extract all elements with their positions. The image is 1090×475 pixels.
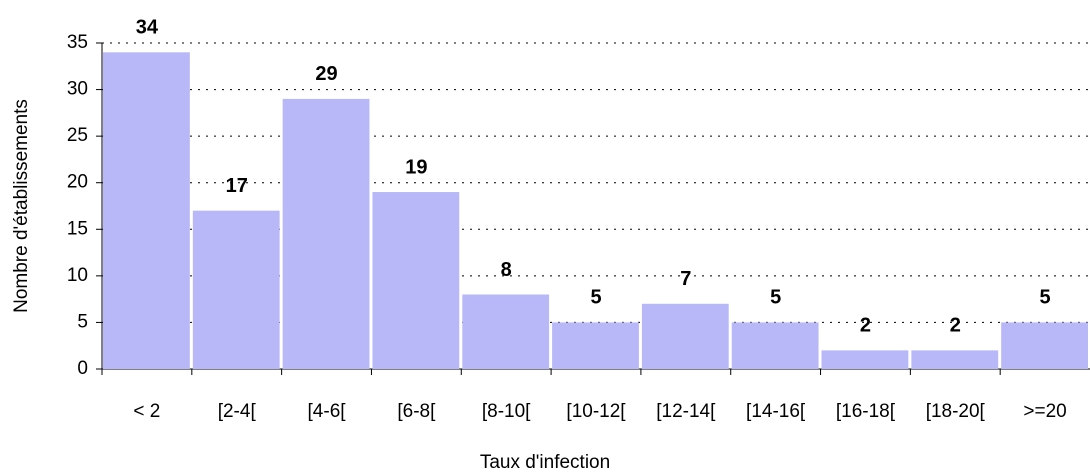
bar: [731, 322, 819, 369]
x-tick-label: [10-12[: [566, 401, 626, 422]
x-tick-label: >=20: [1023, 401, 1066, 422]
value-label: 29: [315, 63, 337, 85]
y-tick-label: 25: [67, 125, 88, 146]
value-label: 7: [680, 268, 691, 290]
value-label: 19: [405, 156, 427, 178]
x-axis-title: Taux d'infection: [480, 452, 610, 473]
y-tick-label: 30: [67, 79, 88, 100]
x-tick-label: [14-16[: [746, 401, 806, 422]
y-tick-label: 0: [77, 358, 88, 379]
x-tick-label: [18-20[: [926, 401, 986, 422]
bar: [641, 303, 729, 369]
x-tick-label: < 2: [133, 401, 160, 422]
bar: [103, 52, 190, 370]
x-tick-label: [6-8[: [397, 401, 436, 422]
value-label: 34: [136, 17, 159, 39]
x-tick-label: [8-10[: [482, 401, 531, 422]
bar: [911, 350, 999, 369]
value-label: 5: [1040, 287, 1051, 309]
value-label: 2: [860, 315, 871, 337]
y-tick-label: 15: [67, 218, 88, 239]
bar: [282, 98, 370, 369]
bar: [552, 322, 639, 369]
y-tick-label: 5: [77, 311, 88, 332]
y-tick-label: 35: [67, 32, 88, 53]
value-label: 5: [590, 287, 601, 309]
bar: [821, 350, 909, 369]
x-tick-label: [2-4[: [218, 401, 257, 422]
x-tick-label: [16-18[: [836, 401, 896, 422]
value-label: 17: [226, 175, 248, 197]
bar: [192, 210, 280, 369]
bar: [462, 294, 550, 369]
value-label: 5: [770, 287, 781, 309]
x-tick-label: [12-14[: [656, 401, 716, 422]
value-label: 2: [950, 315, 961, 337]
y-tick-label: 10: [67, 265, 88, 286]
y-tick-label: 20: [67, 172, 88, 193]
y-axis-title: Nombre d'établissements: [11, 99, 32, 313]
bar: [372, 192, 460, 369]
x-tick-label: [4-6[: [308, 401, 347, 422]
bar: [1001, 322, 1088, 369]
value-label: 8: [501, 259, 512, 281]
